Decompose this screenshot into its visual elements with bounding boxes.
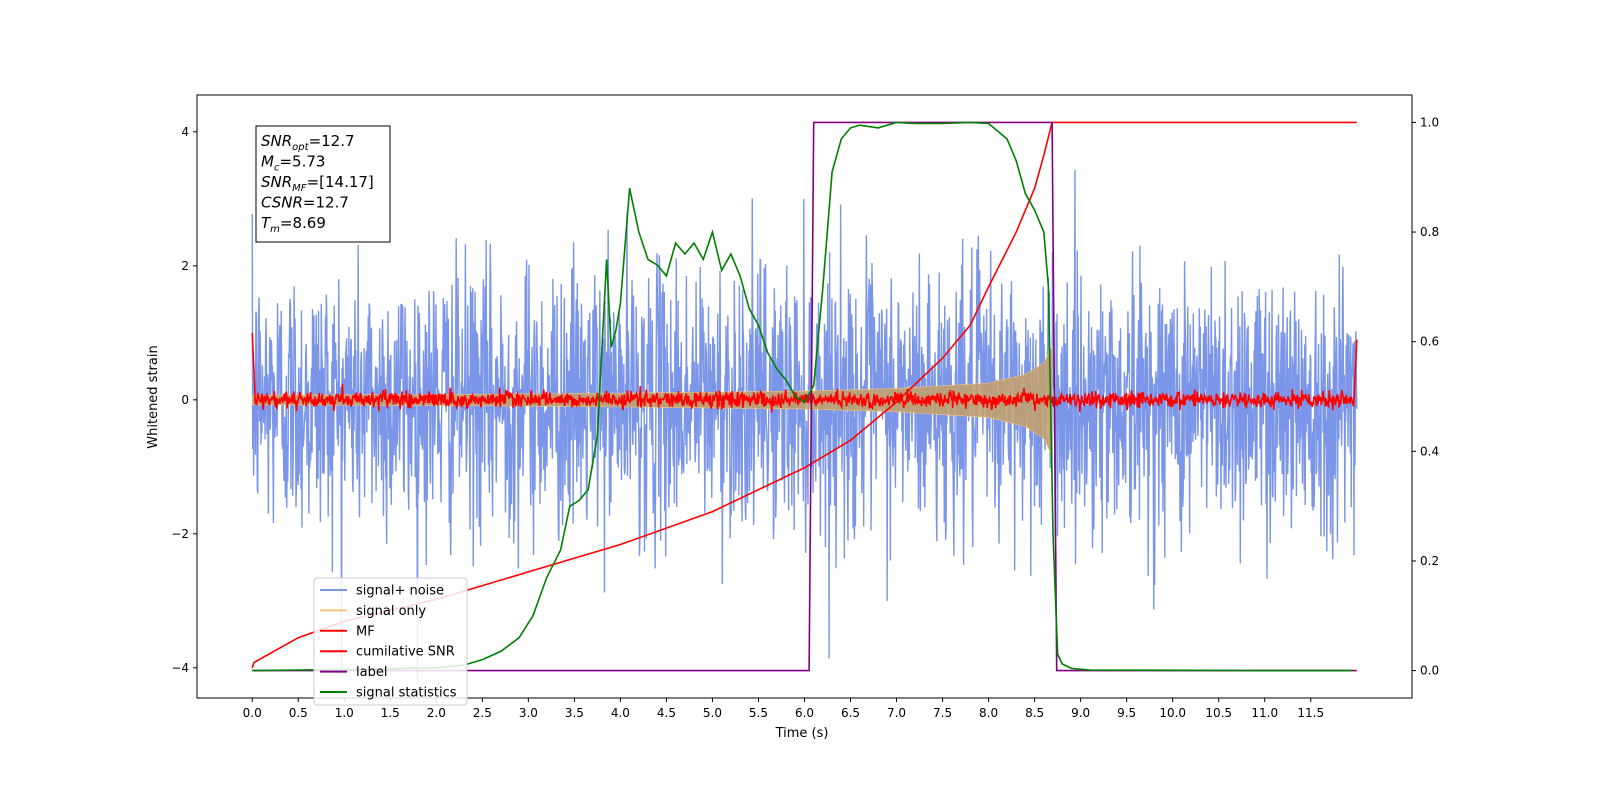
x-tick-label: 1.5 [381,706,400,720]
x-tick-label: 3.0 [519,706,538,720]
x-tick-label: 1.0 [335,706,354,720]
x-tick-label: 5.5 [749,706,768,720]
x-tick-label: 6.5 [841,706,860,720]
y-tick-label: 2 [181,259,189,273]
x-tick-label: 9.0 [1071,706,1090,720]
plot-area [251,121,1358,681]
x-tick-label: 2.0 [427,706,446,720]
annotation-line: Tm=8.69 [261,214,326,235]
x-tick-label: 11.5 [1297,706,1324,720]
annotation-frame [255,125,391,243]
series-mf [251,332,1358,413]
y-tick-label: −2 [171,527,189,541]
annotation-line: CSNR=12.7 [261,194,349,212]
y2-tick-label: 1.0 [1420,115,1439,129]
legend-entry: cumilative SNR [356,645,455,660]
series-signal-statistics [252,121,1353,672]
legend-entry: MF [356,624,375,639]
legend-entry: signal only [356,604,426,619]
x-tick-label: 7.0 [887,706,906,720]
legend-entry: signal+ noise [356,584,444,599]
x-tick-label: 3.5 [565,706,584,720]
x-tick-label: 0.5 [289,706,308,720]
y2-tick-label: 0.8 [1420,225,1439,239]
x-tick-label: 7.5 [933,706,952,720]
y-tick-label: 0 [181,393,189,407]
x-axis-label: Time (s) [775,726,829,741]
annotation-box: SNRopt=12.7Mc=5.73SNRMF=[14.17]CSNR=12.7… [255,125,391,243]
x-tick-label: 2.5 [473,706,492,720]
x-tick-label: 8.0 [979,706,998,720]
x-tick-label: 9.5 [1117,706,1136,720]
y2-tick-label: 0.6 [1420,335,1439,349]
annotation-line: SNRMF=[14.17] [261,173,374,194]
x-tick-label: 8.5 [1025,706,1044,720]
x-tick-label: 6.0 [795,706,814,720]
annotation-line: SNRopt=12.7 [261,132,355,153]
x-tick-label: 4.0 [611,706,630,720]
x-tick-label: 10.0 [1159,706,1186,720]
x-axis: 0.0 0.5 1.0 1.5 2.0 2.5 3.0 3.5 4.0 4.5 5.0 5.5 6.0 6… [243,698,1324,720]
x-tick-label: 0.0 [243,706,262,720]
annotation-line: Mc=5.73 [261,153,325,174]
y2-tick-label: 0.0 [1420,664,1439,678]
y-axis: −4 −2 0 2 4 [171,125,197,675]
secondary-y-axis: 0.0 0.2 0.4 0.6 0.8 1.0 [1412,115,1439,678]
x-tick-label: 11.0 [1251,706,1278,720]
legend-frame [313,577,468,706]
legend: signal+ noise signal only MF cumilative SNR… [313,577,468,706]
y-tick-label: 4 [181,125,189,139]
x-tick-label: 4.5 [657,706,676,720]
x-tick-label: 10.5 [1205,706,1232,720]
y2-tick-label: 0.2 [1420,554,1439,568]
legend-entry: label [356,665,387,680]
legend-entry: signal statistics [356,686,457,701]
x-tick-label: 5.0 [703,706,722,720]
y2-tick-label: 0.4 [1420,444,1439,458]
series-signal-noise [251,170,1358,681]
y-tick-label: −4 [171,661,189,675]
y-axis-label: Whitened strain [146,345,161,448]
